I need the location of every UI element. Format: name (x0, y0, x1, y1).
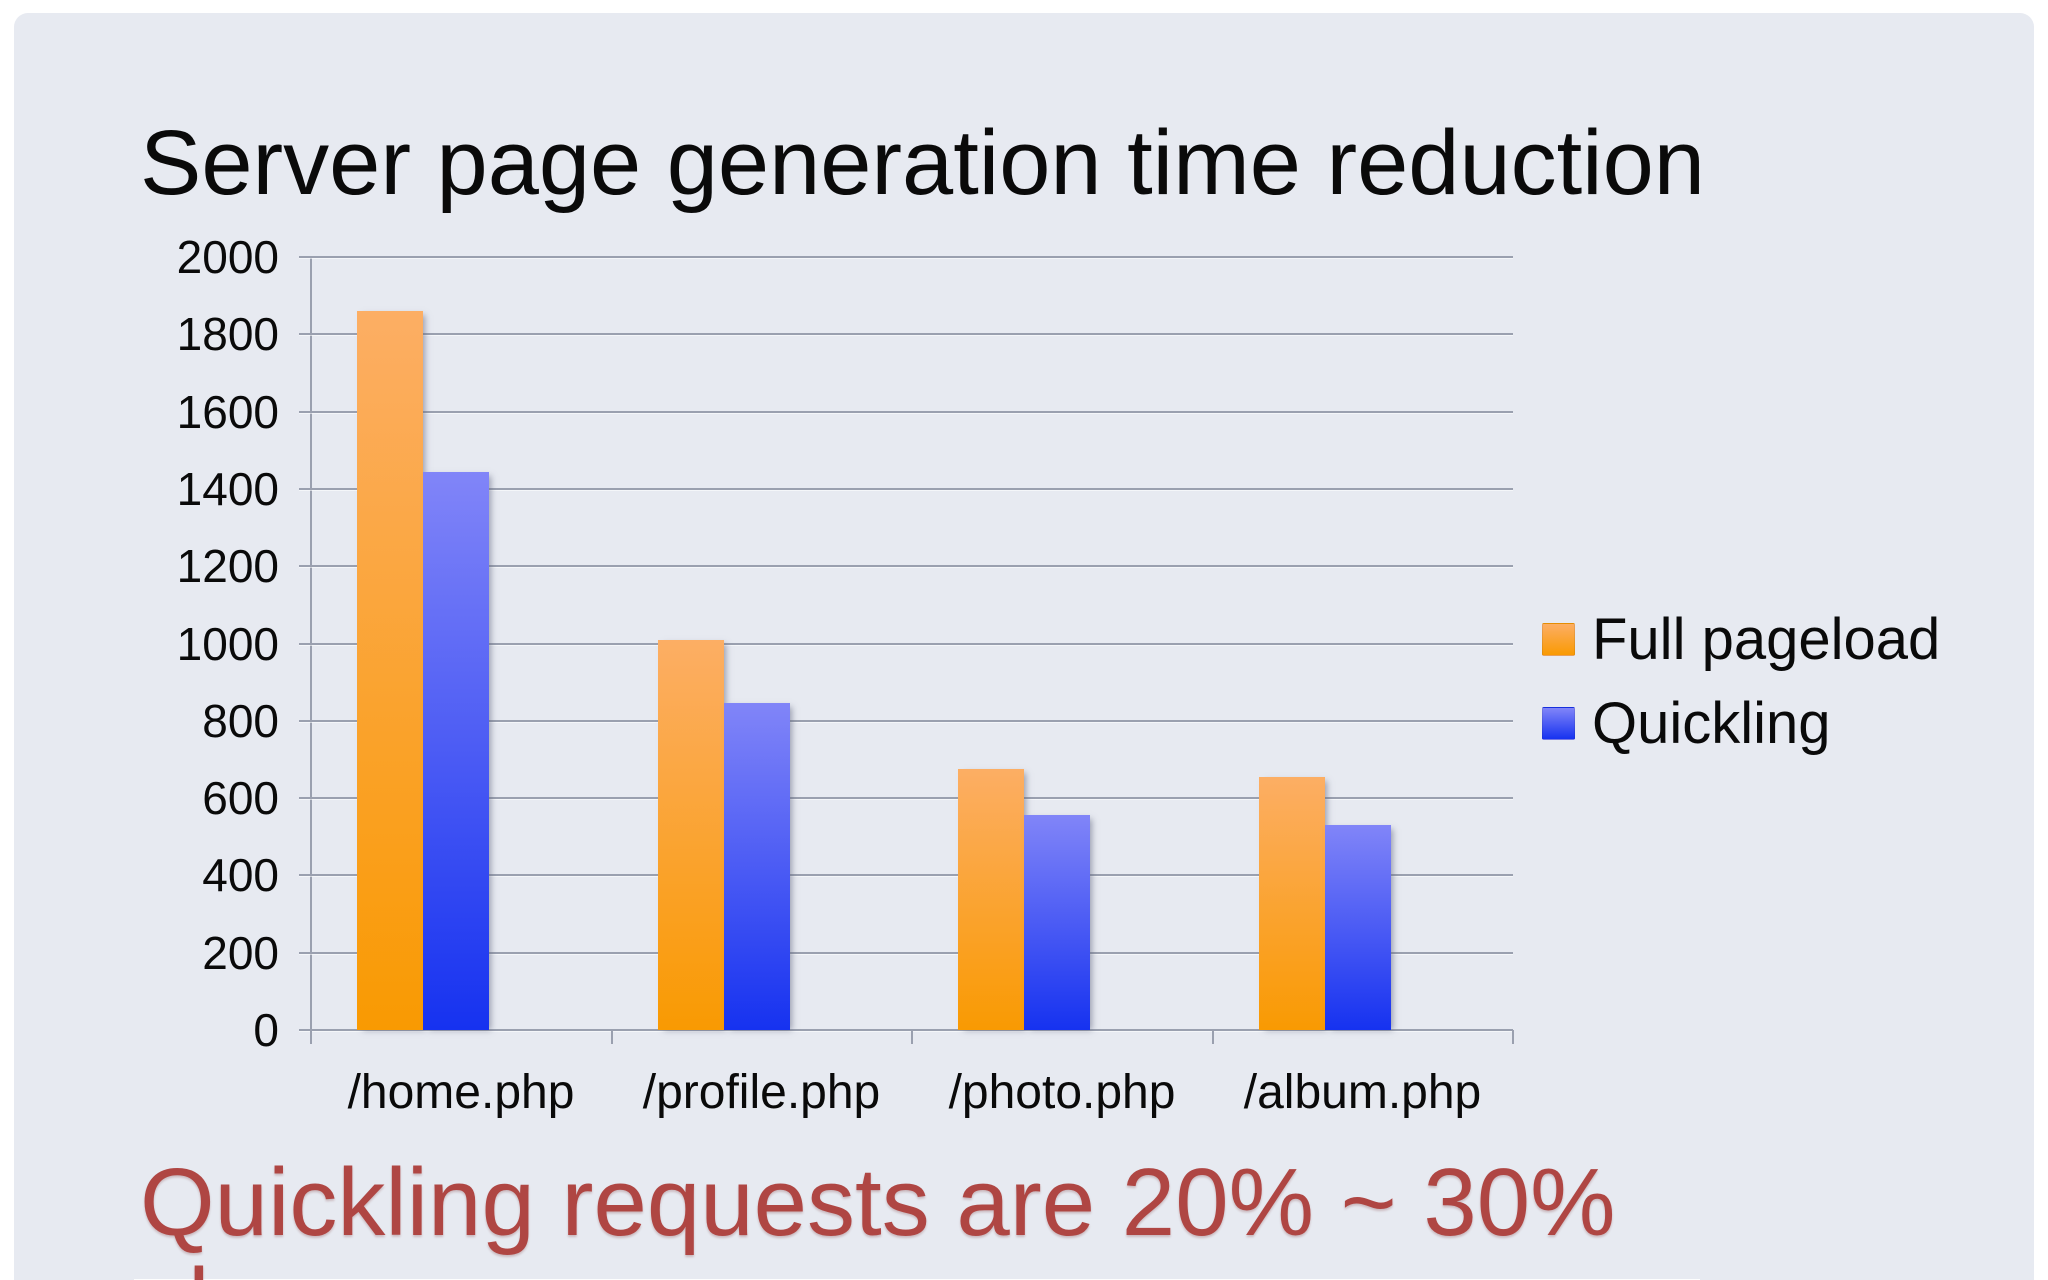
gridline (299, 565, 1513, 568)
x-axis-label: /album.php (1243, 1066, 1482, 1119)
bar-quickling (1324, 825, 1391, 1030)
y-axis-label: 1000 (176, 617, 279, 670)
gridline (299, 951, 1513, 954)
legend-item: Full pageload (1542, 607, 1940, 672)
bar-full-pageload (357, 311, 423, 1030)
gridline (299, 487, 1513, 490)
slide-panel: Server page generation time reduction 20… (14, 13, 2034, 1280)
legend-item: Quickling (1542, 691, 1831, 756)
gridline (299, 333, 1513, 336)
y-axis-line (310, 257, 312, 1043)
x-axis-label: /photo.php (948, 1066, 1176, 1119)
bar-full-pageload (657, 639, 724, 1030)
bar-full-pageload (1258, 776, 1325, 1030)
x-axis-label: /profile.php (642, 1066, 881, 1119)
gridline (299, 410, 1513, 413)
legend-swatch-icon (1542, 706, 1575, 740)
y-axis-label: 0 (253, 1004, 279, 1056)
gridline (299, 642, 1513, 645)
y-axis-label: 2000 (176, 231, 279, 283)
legend-swatch-icon (1542, 622, 1575, 656)
y-axis-label: 800 (202, 694, 279, 747)
gridline (299, 1029, 1513, 1031)
legend-label: Full pageload (1592, 606, 1941, 672)
gridline (299, 797, 1513, 800)
y-axis-label: 200 (202, 926, 279, 979)
x-axis-label: /home.php (347, 1066, 575, 1119)
slide-title: Server page generation time reduction (140, 112, 1705, 214)
x-axis-tick (1211, 1030, 1214, 1044)
bar-quickling (723, 703, 790, 1030)
y-axis-label: 1200 (176, 540, 279, 593)
x-axis-tick (610, 1030, 613, 1044)
gridline (299, 719, 1513, 722)
y-axis-label: 1400 (176, 462, 279, 515)
bar-full-pageload (958, 769, 1024, 1030)
note-line-1: Quickling requests are 20% ~ 30% (140, 1149, 1616, 1256)
y-axis-label: 1800 (176, 308, 279, 361)
legend-label: Quickling (1592, 690, 1831, 756)
gridline (299, 874, 1513, 877)
bar-quickling (423, 471, 489, 1030)
x-axis-tick (1512, 1030, 1514, 1044)
gridline (299, 256, 1513, 258)
x-axis-tick (911, 1030, 913, 1044)
y-axis-label: 400 (202, 849, 279, 902)
note-text: Quickling requests are 20% ~ 30% cheaper (140, 1153, 1940, 1280)
x-axis-tick (310, 1030, 312, 1044)
y-axis-label: 1600 (176, 385, 279, 438)
bar-quickling (1024, 815, 1090, 1030)
note-line-2: cheaper (140, 1253, 1940, 1280)
y-axis-label: 600 (202, 772, 279, 825)
